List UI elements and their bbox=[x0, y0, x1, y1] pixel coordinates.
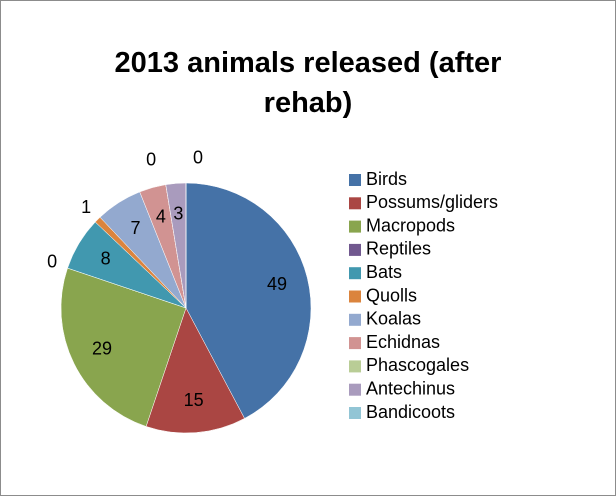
legend-label: Bandicoots bbox=[366, 402, 455, 422]
legend-label: Antechinus bbox=[366, 378, 455, 398]
legend-swatch bbox=[349, 383, 361, 396]
legend-label: Reptiles bbox=[366, 239, 431, 259]
data-label: 0 bbox=[47, 252, 57, 272]
legend-swatch bbox=[349, 360, 361, 373]
data-label: 29 bbox=[92, 338, 112, 358]
legend-label: Birds bbox=[366, 169, 407, 189]
legend-label: Quolls bbox=[366, 285, 417, 305]
data-label: 4 bbox=[156, 206, 166, 226]
legend-swatch bbox=[349, 197, 361, 210]
pie-slice bbox=[60, 267, 187, 427]
data-label: 7 bbox=[131, 218, 141, 238]
chart-title: 2013 animals released (after rehab) bbox=[115, 47, 502, 119]
data-label: 0 bbox=[146, 149, 156, 169]
title-line: rehab) bbox=[264, 87, 353, 119]
legend-label: Bats bbox=[366, 262, 402, 282]
legend-label: Possums/gliders bbox=[366, 192, 498, 212]
legend-swatch bbox=[349, 313, 361, 326]
legend-swatch bbox=[349, 267, 361, 280]
data-label: 15 bbox=[184, 390, 204, 410]
legend-swatch bbox=[349, 243, 361, 256]
pie-slice bbox=[145, 307, 245, 434]
legend-label: Macropods bbox=[366, 215, 455, 235]
legend-label: Echidnas bbox=[366, 332, 440, 352]
data-label: 0 bbox=[193, 148, 203, 168]
data-label: 3 bbox=[173, 203, 183, 223]
title-line: 2013 animals released (after bbox=[115, 47, 502, 79]
legend-swatch bbox=[349, 220, 361, 233]
pie-slice bbox=[185, 182, 312, 419]
legend-swatch bbox=[349, 290, 361, 303]
data-label: 49 bbox=[267, 274, 287, 294]
legend-swatch bbox=[349, 337, 361, 350]
legend-label: Koalas bbox=[366, 309, 421, 329]
legend-swatch bbox=[349, 174, 361, 186]
legend-swatch bbox=[349, 407, 361, 419]
data-label: 1 bbox=[81, 197, 91, 217]
data-label: 8 bbox=[101, 248, 111, 268]
legend-label: Phascogales bbox=[366, 355, 469, 375]
